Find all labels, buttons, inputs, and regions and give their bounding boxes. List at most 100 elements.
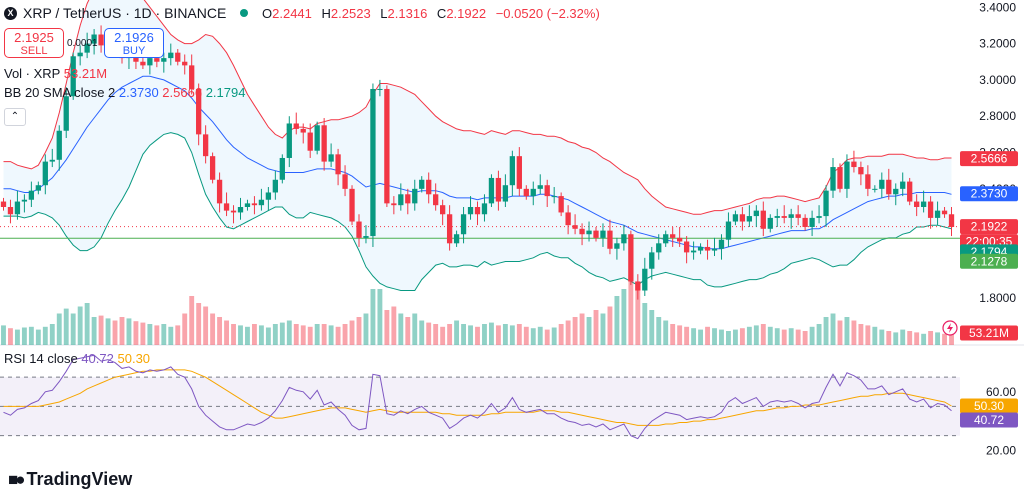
volume-bar	[251, 324, 257, 345]
close-label: C	[436, 6, 447, 21]
candle-body	[433, 194, 439, 206]
volume-bar	[844, 317, 850, 345]
candle-body	[216, 179, 223, 204]
volume-bar	[684, 326, 690, 345]
volume-bar	[921, 333, 927, 345]
volume-bar	[84, 303, 90, 345]
rsi-tick-label: 60.00	[986, 385, 1016, 399]
candle-body	[865, 174, 871, 189]
tv-logo-icon: ■●	[8, 469, 25, 489]
candle-body	[467, 207, 474, 215]
candle-body	[711, 248, 718, 251]
volume-bar	[537, 326, 543, 345]
volume-bar	[210, 313, 216, 345]
candle-body	[879, 179, 885, 189]
volume-bar	[454, 320, 460, 345]
volume-bar	[558, 324, 564, 345]
volume-bar	[377, 289, 383, 345]
candle-body	[683, 241, 690, 253]
candle-body	[377, 88, 383, 90]
volume-bar	[265, 327, 271, 345]
candle-body	[412, 188, 418, 204]
candle-body	[147, 58, 153, 66]
candle-body	[927, 201, 934, 218]
rsi-ma-tag: 50.30	[974, 399, 1004, 413]
volume-bar	[119, 317, 125, 345]
volume-bar	[893, 332, 899, 345]
candle-body	[209, 156, 216, 180]
volume-bar	[719, 329, 724, 345]
bb-upper-value: 2.5666	[162, 85, 203, 100]
candle-body	[893, 188, 899, 195]
symbol-header[interactable]: X XRP / TetherUS · 1D · BINANCE	[4, 5, 249, 21]
candle-body	[279, 157, 285, 180]
candle-body	[230, 210, 237, 213]
volume-bar	[98, 315, 104, 345]
volume-bar	[224, 320, 229, 345]
volume-bar	[133, 321, 139, 345]
candle-body	[509, 156, 516, 186]
volume-bar	[203, 306, 209, 345]
buy-price: 2.1926	[114, 30, 154, 45]
open-label: O	[262, 6, 273, 21]
candle-body	[530, 188, 536, 197]
bb-lower-line	[3, 132, 952, 291]
volume-bar	[621, 289, 627, 345]
volume-bar	[851, 320, 857, 345]
volume-bar	[286, 320, 292, 345]
volume-bar	[175, 325, 181, 345]
volume-bar	[1, 325, 6, 345]
sell-price: 2.1925	[14, 30, 54, 45]
volume-bar	[935, 332, 941, 345]
candle-body	[474, 207, 481, 215]
candle-body	[739, 214, 746, 222]
volume-bar	[342, 324, 348, 345]
volume-bar	[767, 326, 773, 345]
volume-bar	[914, 332, 920, 345]
candle-body	[537, 185, 543, 189]
candle-body	[28, 190, 35, 200]
candle-body	[886, 179, 892, 195]
volume-bar	[705, 326, 710, 345]
volume-bar	[468, 325, 473, 345]
candle-body	[760, 210, 766, 229]
volume-bar	[677, 325, 683, 345]
rsi-label: RSI 14 close	[4, 351, 78, 366]
candle-body	[321, 125, 327, 162]
rsi-legend[interactable]: RSI 14 close 40.72 50.30	[4, 351, 150, 366]
candle-body	[398, 194, 404, 206]
candle-body	[293, 123, 299, 129]
candle-body	[732, 214, 739, 222]
tradingview-logo[interactable]: ■● TradingView	[8, 469, 132, 490]
candle-body	[670, 234, 676, 238]
volume-bar	[231, 324, 236, 345]
volume-legend[interactable]: Vol · XRP 53.21M	[4, 66, 107, 81]
volume-bar	[49, 324, 55, 345]
volume-bar	[321, 324, 327, 345]
volume-bar	[14, 329, 20, 345]
volume-bar	[698, 329, 704, 345]
volume-bar	[649, 310, 655, 345]
candle-body	[907, 181, 913, 202]
volume-bar	[760, 324, 766, 345]
volume-bar	[314, 324, 320, 345]
candle-body	[565, 212, 571, 226]
volume-bar	[475, 326, 480, 345]
collapse-legend-button[interactable]: ⌃	[4, 108, 26, 126]
symbol-title[interactable]: XRP / TetherUS · 1D · BINANCE	[23, 5, 227, 21]
sell-button[interactable]: 2.1925 SELL	[4, 28, 64, 58]
buy-button[interactable]: 2.1926 BUY	[104, 28, 164, 58]
bb-legend[interactable]: BB 20 SMA close 2 2.3730 2.5666 2.1794	[4, 85, 245, 100]
candle-body	[251, 203, 258, 206]
volume-bar	[753, 325, 759, 345]
candle-body	[607, 230, 613, 249]
candle-body	[14, 201, 21, 215]
last-price-tag-bg	[960, 219, 1018, 235]
candle-body	[600, 230, 606, 238]
rsi-tick-label: 20.00	[986, 443, 1016, 457]
volume-bar	[356, 317, 362, 345]
volume-bar	[147, 324, 153, 345]
candle-body	[63, 96, 69, 131]
volume-bar	[91, 317, 97, 345]
